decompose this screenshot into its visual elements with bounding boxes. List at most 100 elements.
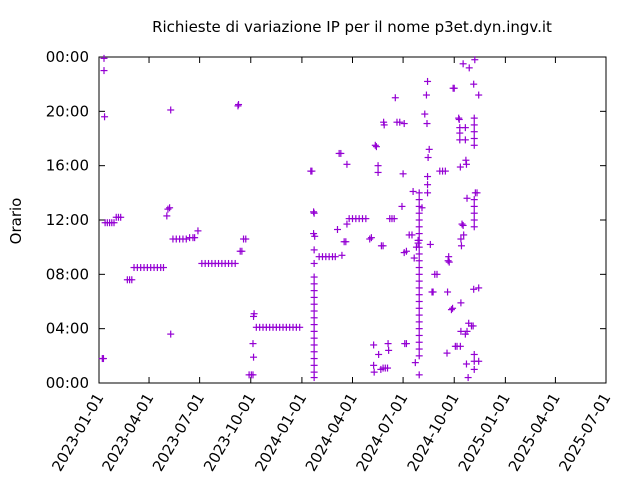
data-point [415,236,423,244]
data-point [398,202,406,210]
data-point [415,209,423,217]
data-point [456,342,464,350]
data-point [470,202,478,210]
data-point [459,60,467,68]
data-point [460,231,468,239]
data-point [167,330,175,338]
x-tick-label: 2024-07-01 [352,390,411,475]
data-point [408,231,416,239]
data-point [310,259,318,267]
data-point [380,121,388,129]
data-point [402,247,410,255]
data-point [379,242,387,250]
data-point [99,355,107,363]
y-tick-label: 20:00 [46,102,89,120]
data-point [465,64,473,72]
data-point [424,77,432,85]
data-point [464,374,472,382]
data-point [470,209,478,217]
data-point [310,273,318,281]
y-tick-label: 00:00 [46,374,89,392]
data-point [470,141,478,149]
data-point [444,288,452,296]
data-point [402,340,410,348]
data-point [443,349,451,357]
x-tick-label: 2025-07-01 [555,390,614,475]
data-point [333,226,341,234]
data-point [117,213,125,221]
data-point [310,334,318,342]
data-point [415,277,423,285]
data-point [470,121,478,129]
data-point [455,115,463,123]
data-point [310,314,318,322]
data-point [470,285,478,293]
data-point [424,173,432,181]
data-point [342,238,350,246]
data-point [338,251,346,259]
data-point [310,287,318,295]
data-point [424,181,432,189]
data-point [163,212,171,220]
data-point [423,120,431,128]
data-point [415,243,423,251]
data-point [415,270,423,278]
data-point [415,230,423,238]
x-tick-label: 2023-04-01 [98,390,157,475]
x-tick-label: 2023-01-01 [48,390,107,475]
data-point [457,235,465,243]
data-point [462,160,470,168]
data-point [235,101,243,109]
data-point [310,341,318,349]
data-point [456,129,464,137]
data-point [409,187,417,195]
data-point [447,306,455,314]
data-point [384,340,392,348]
data-point [425,145,433,153]
data-point [310,280,318,288]
y-tick-label: 16:00 [46,157,89,175]
data-point [343,220,351,228]
data-point [110,219,118,227]
y-axis-label: Orario [7,198,25,245]
data-point [411,359,419,367]
data-point [370,368,378,376]
data-point [415,304,423,312]
data-point [385,346,393,354]
data-point [475,284,483,292]
data-point [310,348,318,356]
data-point [399,170,407,178]
data-point [100,67,108,75]
data-point [370,341,378,349]
data-point [449,304,457,312]
data-point [461,136,469,144]
data-point [310,209,318,217]
data-point [422,91,430,99]
data-point [470,365,478,373]
data-point [475,357,483,365]
x-tick-label: 2025-04-01 [505,390,564,475]
data-point [384,364,392,372]
data-point [459,221,467,229]
data-point [308,167,316,175]
data-point [415,298,423,305]
data-point [374,162,382,170]
data-point [362,215,370,223]
data-point [310,293,318,301]
data-point [415,216,423,224]
data-point [458,220,466,228]
data-point [310,355,318,363]
data-point [415,352,423,360]
data-point [311,232,319,240]
data-point [372,143,380,151]
data-point [426,240,434,248]
data-point [343,160,351,168]
data-point [415,196,423,204]
data-point [441,167,449,175]
data-point [471,56,479,64]
data-point [250,353,258,361]
data-point [415,250,423,258]
data-point [296,323,304,331]
data-point [310,321,318,329]
data-point [337,149,345,157]
